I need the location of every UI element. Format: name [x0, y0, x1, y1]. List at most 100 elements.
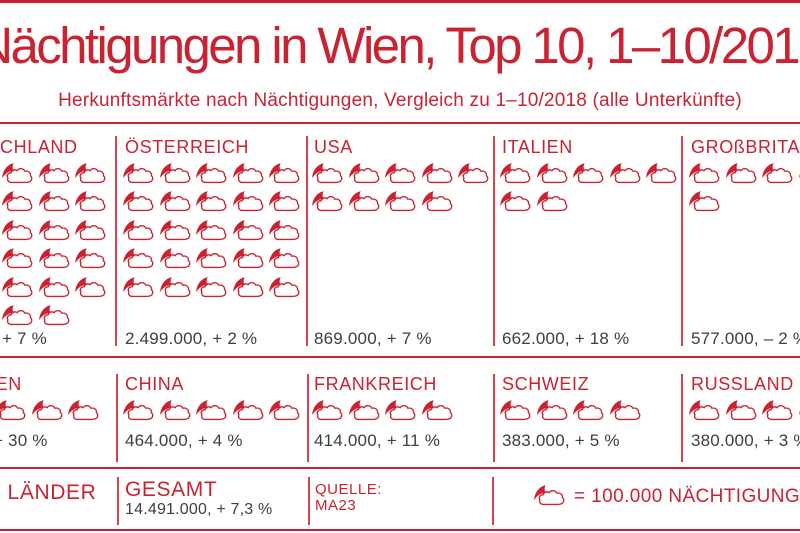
source-label: QUELLE:: [315, 481, 382, 498]
country-value: 414.000, + 11 %: [314, 431, 441, 450]
nights-unit-icon: [269, 248, 300, 269]
nights-unit-icon: [421, 163, 453, 184]
nights-unit-icon: [269, 276, 300, 297]
nights-unit-icon: [232, 191, 264, 212]
row1-rule: [0, 356, 800, 358]
nights-unit-icon: [421, 191, 453, 212]
nights-unit-icon: [159, 163, 190, 184]
nights-unit-icon: [196, 248, 227, 269]
row2-rule: [0, 467, 800, 469]
nights-unit-icon: [2, 276, 33, 297]
country-column-russland: RUSSLAND 380.000, + 3 %: [681, 360, 800, 467]
nights-unit-icon: [232, 248, 264, 269]
nights-unit-icon: [38, 305, 70, 326]
nights-unit-icon: [159, 191, 190, 212]
pictogram-icons: [122, 398, 307, 422]
source-value: MA23: [315, 497, 357, 514]
country-column-deutschland: DEUTSCHLAND: [0, 123, 115, 357]
nights-unit-icon: [159, 220, 190, 240]
nights-unit-icon: [196, 191, 227, 212]
nights-unit-icon: [534, 485, 565, 506]
nights-unit-icon: [123, 220, 154, 240]
nights-unit-icon: [385, 163, 416, 184]
nights-unit-icon: [269, 400, 300, 421]
nights-unit-icon: [421, 400, 453, 421]
pictogram-icons: [311, 398, 496, 422]
bottom-rule: [0, 529, 800, 531]
nights-unit-icon: [38, 163, 70, 184]
pictogram-icons: [499, 161, 684, 213]
nights-unit-icon: [725, 400, 756, 421]
nights-unit-icon: [75, 191, 106, 212]
pictogram-icons: [0, 161, 113, 327]
nights-unit-icon: [196, 163, 227, 184]
nights-unit-icon: [2, 220, 33, 240]
nights-unit-icon: [123, 191, 154, 212]
nights-unit-icon: [762, 163, 793, 184]
column-divider: [115, 136, 117, 346]
nights-unit-icon: [196, 400, 227, 421]
nights-unit-icon: [2, 191, 33, 212]
nights-unit-icon: [762, 400, 793, 421]
nights-unit-icon: [536, 400, 567, 421]
nights-unit-icon: [536, 163, 567, 184]
nights-unit-icon: [75, 163, 106, 184]
column-divider: [681, 374, 683, 462]
legend-unit-icon: [533, 483, 566, 507]
nights-unit-icon: [75, 276, 106, 297]
other-countries-label: ANDERE LÄNDER: [0, 481, 97, 504]
nights-unit-icon: [500, 400, 531, 421]
nights-unit-icon: [38, 276, 70, 297]
column-divider: [493, 374, 495, 462]
nights-unit-icon: [232, 220, 264, 240]
country-column-frankreich: FRANKREICH 414.000, + 11 %: [304, 360, 493, 467]
nights-unit-icon: [232, 400, 264, 421]
country-label: CHINA: [125, 374, 185, 394]
column-divider: [307, 374, 309, 462]
country-label: ÖSTERREICH: [125, 137, 250, 157]
column-divider: [492, 477, 494, 525]
nights-unit-icon: [312, 400, 343, 421]
page-title: Nächtigungen in Wien, Top 10, 1–10/2019: [0, 17, 800, 74]
nights-unit-icon: [573, 400, 604, 421]
pictogram-icons: [311, 161, 496, 213]
country-label: USA: [314, 137, 353, 157]
country-label: GROßBRITANNIEN: [691, 137, 800, 157]
pictogram-icons: [499, 398, 684, 422]
page-subtitle: Herkunftsmärkte nach Nächtigungen, Vergl…: [58, 90, 742, 111]
nights-unit-icon: [689, 191, 720, 212]
country-label: SCHWEIZ: [502, 374, 590, 394]
nights-unit-icon: [38, 220, 70, 240]
nights-unit-icon: [536, 191, 567, 212]
country-column-spanien: SPANIEN + 30 %: [0, 360, 115, 467]
country-label: RUSSLAND: [691, 374, 794, 394]
country-column-china: CHINA 464.000, + 4 %: [115, 360, 304, 467]
pictogram-icons: [122, 161, 307, 299]
country-value: 383.000, + 5 %: [502, 431, 620, 450]
nights-unit-icon: [689, 400, 720, 421]
nights-unit-icon: [458, 163, 489, 184]
nights-unit-icon: [609, 163, 641, 184]
nights-unit-icon: [385, 191, 416, 212]
nights-unit-icon: [269, 163, 300, 184]
pictogram-icons: [688, 398, 800, 422]
nights-unit-icon: [609, 400, 641, 421]
nights-unit-icon: [159, 400, 190, 421]
nights-unit-icon: [0, 400, 26, 421]
nights-unit-icon: [348, 163, 379, 184]
country-column-oesterreich: ÖSTERREICH: [115, 123, 304, 357]
country-label: DEUTSCHLAND: [0, 137, 78, 157]
country-value: 869.000, + 7 %: [314, 329, 432, 348]
country-column-schweiz: SCHWEIZ 383.000, + 5 %: [492, 360, 681, 467]
source-block: QUELLE: MA23: [315, 482, 382, 514]
column-divider: [308, 477, 310, 525]
country-value: 464.000, + 4 %: [125, 431, 243, 450]
nights-unit-icon: [38, 248, 70, 269]
total-label: GESAMT: [125, 478, 218, 501]
country-column-italien: ITALIEN 662.000, + 18 %: [492, 123, 681, 357]
nights-unit-icon: [31, 400, 63, 421]
country-value: 662.000, + 18 %: [502, 329, 630, 348]
country-value: 577.000, – 2 %: [691, 329, 800, 348]
nights-unit-icon: [500, 163, 531, 184]
